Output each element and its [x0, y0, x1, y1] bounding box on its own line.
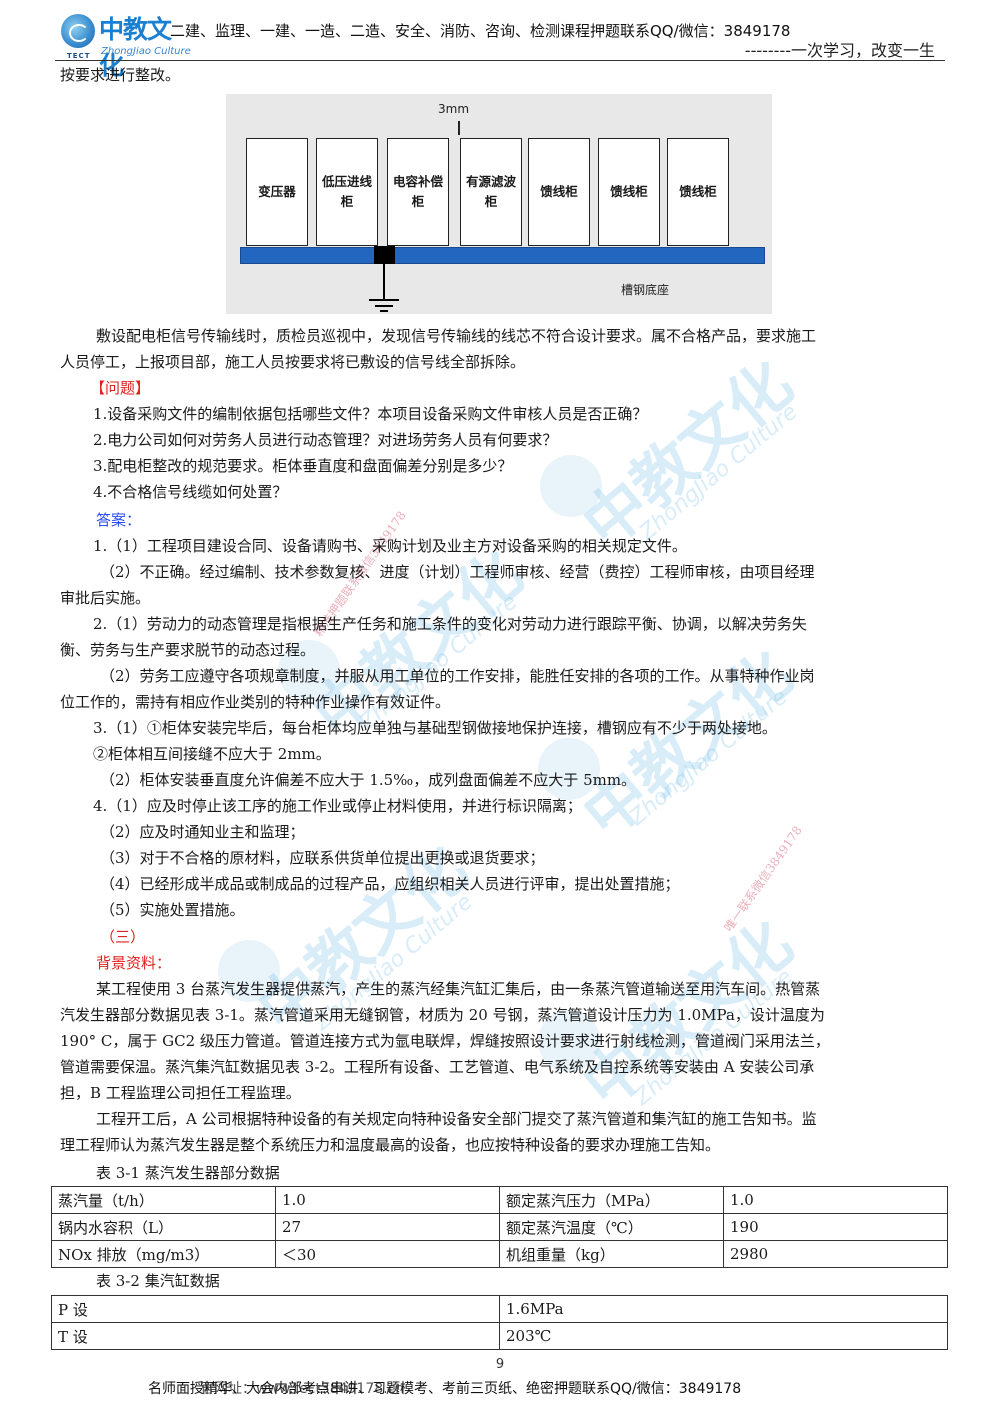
cabinet-active-filter: 有源滤波柜: [460, 138, 522, 246]
answers-heading: 答案：: [96, 511, 142, 529]
table-cell: 190: [723, 1213, 948, 1241]
table-cell: P 设: [51, 1295, 500, 1323]
cabinet-transformer: 变压器: [246, 138, 308, 246]
answer-line: 衡、劳务与生产要求脱节的动态过程。: [60, 641, 316, 659]
table-cell: 额定蒸汽压力（MPa）: [499, 1186, 724, 1214]
question-item: 3.配电柜整改的规范要求。柜体垂直度和盘面偏差分别是多少？: [93, 457, 513, 475]
answer-line: 4.（1）应及时停止该工序的施工作业或停止材料使用，并进行标识隔离；: [93, 797, 582, 815]
table-cell: 机组重量（kg）: [499, 1240, 724, 1268]
background-line: 理工程师认为蒸汽发生器是整个系统压力和温度最高的设备，也应按特种设备的要求办理施…: [60, 1136, 721, 1154]
gap-indicator: [458, 121, 460, 135]
table-cell: 1.0: [723, 1186, 948, 1214]
ground-connection: [374, 246, 395, 264]
table-row: P 设 1.6MPa: [51, 1295, 948, 1323]
table-row: 锅内水容积（L） 27 额定蒸汽温度（℃） 190: [51, 1213, 948, 1241]
background-line: 190° C，属于 GC2 级压力管道。管道连接方式为氩电联焊，焊缝按照设计要求…: [60, 1032, 830, 1050]
ground-icon: [369, 299, 399, 301]
background-heading: 背景资料：: [96, 954, 172, 972]
logo-abbr: TECT: [67, 52, 91, 60]
answer-line: （3）对于不合格的原材料，应联系供货单位提出更换或退货要求；: [100, 849, 545, 867]
cabinet-feeder: 馈线柜: [598, 138, 660, 246]
table-cell: 锅内水容积（L）: [51, 1213, 276, 1241]
logo-cn-text: 中教文化: [99, 15, 172, 80]
answer-line: （2）不正确。经过编制、技术参数复核、进度（计划）工程师审核、经营（费控）工程师…: [100, 563, 815, 581]
cabinet-capacitor: 电容补偿柜: [387, 138, 449, 246]
case-three-section: （三） 背景资料： 某工程使用 3 台蒸汽发生器提供蒸汽，产生的蒸汽经集汽缸汇集…: [60, 924, 940, 1158]
gap-label: 3mm: [438, 102, 470, 116]
channel-steel-base: [240, 247, 765, 264]
question-item: 2.电力公司如何对劳务人员进行动态管理？对进场劳务人员有何要求？: [93, 431, 558, 449]
cabinet-lv-incoming: 低压进线柜: [316, 138, 378, 246]
section-heading: （三）: [100, 928, 146, 946]
header-divider: [55, 60, 945, 61]
question-item: 4.不合格信号线缆如何处置？: [93, 483, 288, 501]
table-cell: 蒸汽量（t/h）: [51, 1186, 276, 1214]
ground-icon: [375, 305, 393, 307]
answer-line: 位工作的，需持有相应作业类别的特种作业操作有效证件。: [60, 693, 451, 711]
answer-line: （4）已经形成半成品或制成品的过程产品，应组织相关人员进行评审，提出处置措施；: [100, 875, 680, 893]
answer-line: （2）应及时通知业主和监理；: [100, 823, 305, 841]
brand-logo: 中教文化 TECT ZhongJiao Culture: [61, 10, 191, 80]
ground-icon: [380, 310, 388, 312]
table-row: NOx 排放（mg/m3） ＜30 机组重量（kg） 2980: [51, 1240, 948, 1268]
table-cell: 1.0: [275, 1186, 500, 1214]
base-label: 槽钢底座: [621, 283, 670, 297]
steam-generator-table: 蒸汽量（t/h） 1.0 额定蒸汽压力（MPa） 1.0 锅内水容积（L） 27…: [51, 1186, 948, 1268]
paragraph-line: 敷设配电柜信号传输线时，质检员巡视中，发现信号传输线的线芯不符合设计要求。属不合…: [96, 327, 817, 345]
answer-line: ②柜体相互间接缝不应大于 2mm。: [93, 745, 331, 763]
page-header: 中教文化 TECT ZhongJiao Culture 二建、监理、一建、一造、…: [55, 6, 945, 80]
incident-paragraph: 敷设配电柜信号传输线时，质检员巡视中，发现信号传输线的线芯不符合设计要求。属不合…: [60, 323, 940, 375]
header-contact: 二建、监理、一建、一造、二造、安全、消防、咨询、检测课程押题联系QQ/微信：38…: [170, 22, 791, 40]
background-line: 某工程使用 3 台蒸汽发生器提供蒸汽，产生的蒸汽经集汽缸汇集后，由一条蒸汽管道输…: [96, 980, 821, 998]
footer-website: 官网址：www.tect3849178.cn: [200, 1381, 405, 1397]
table-cell: 203℃: [499, 1322, 948, 1350]
cabinet-feeder: 馈线柜: [667, 138, 729, 246]
background-line: 汽发生器部分数据见表 3-1。蒸汽管道采用无缝钢管，材质为 20 号钢，蒸汽管道…: [60, 1006, 825, 1024]
questions-section: 【问题】 1.设备采购文件的编制依据包括哪些文件？本项目设备采购文件审核人员是否…: [60, 375, 940, 505]
table-caption: 表 3-2 集汽缸数据: [96, 1272, 220, 1290]
intro-line: 按要求进行整改。: [60, 66, 181, 84]
background-line: 管道需要保温。蒸汽集汽缸数据见表 3-2。工程所有设备、工艺管道、电气系统及自控…: [60, 1058, 815, 1076]
answer-line: 审批后实施。: [60, 589, 151, 607]
cabinet-feeder: 馈线柜: [528, 138, 590, 246]
questions-heading: 【问题】: [90, 379, 151, 397]
table-row: T 设 203℃: [51, 1322, 948, 1350]
answer-line: 1.（1）工程项目建设合同、设备请购书、采购计划及业主方对设备采购的相关规定文件…: [93, 537, 687, 555]
steam-header-table: P 设 1.6MPa T 设 203℃: [51, 1295, 948, 1350]
background-line: 担，B 工程监理公司担任工程监理。: [60, 1084, 301, 1102]
header-slogan: --------一次学习，改变一生: [744, 41, 935, 60]
table-cell: 2980: [723, 1240, 948, 1268]
paragraph-line: 人员停工，上报项目部，施工人员按要求将已敷设的信号线全部拆除。: [60, 353, 526, 371]
table-row: 蒸汽量（t/h） 1.0 额定蒸汽压力（MPa） 1.0: [51, 1186, 948, 1214]
footer-promo: 名师面授精华、大会内部考点串讲、习题模考、考前三页纸、绝密押题联系QQ/微信：3…: [148, 1381, 742, 1397]
table-cell: ＜30: [275, 1240, 500, 1268]
ground-icon: [383, 264, 385, 300]
table-cell: T 设: [51, 1322, 500, 1350]
answer-line: （5）实施处置措施。: [100, 901, 245, 919]
question-item: 1.设备采购文件的编制依据包括哪些文件？本项目设备采购文件审核人员是否正确？: [93, 405, 648, 423]
table-cell: 1.6MPa: [499, 1295, 948, 1323]
answer-line: 3.（1）①柜体安装完毕后，每台柜体均应单独与基础型钢做接地保护连接，槽钢应有不…: [93, 719, 777, 737]
answer-line: 2.（1）劳动力的动态管理是指根据生产任务和施工条件的变化对劳动力进行跟踪平衡、…: [93, 615, 807, 633]
table-cell: NOx 排放（mg/m3）: [51, 1240, 276, 1268]
answer-line: （2）劳务工应遵守各项规章制度，并服从用工单位的工作安排，能胜任安排的各项的工作…: [100, 667, 815, 685]
background-line: 工程开工后，A 公司根据特种设备的有关规定向特种设备安全部门提交了蒸汽管道和集汽…: [96, 1110, 817, 1128]
page-number: 9: [495, 1357, 505, 1372]
logo-en-text: ZhongJiao Culture: [101, 46, 191, 57]
table-cell: 27: [275, 1213, 500, 1241]
answers-section: 答案： 1.（1）工程项目建设合同、设备请购书、采购计划及业主方对设备采购的相关…: [60, 507, 940, 923]
cabinet-diagram: 3mm 变压器 低压进线柜 电容补偿柜 有源滤波柜 馈线柜 馈线柜 馈线柜 槽钢…: [226, 94, 772, 314]
answer-line: （2）柜体安装垂直度允许偏差不应大于 1.5‰，成列盘面偏差不应大于 5mm。: [100, 771, 637, 789]
table-cell: 额定蒸汽温度（℃）: [499, 1213, 724, 1241]
table-caption: 表 3-1 蒸汽发生器部分数据: [96, 1164, 280, 1182]
logo-globe-icon: [61, 14, 95, 48]
